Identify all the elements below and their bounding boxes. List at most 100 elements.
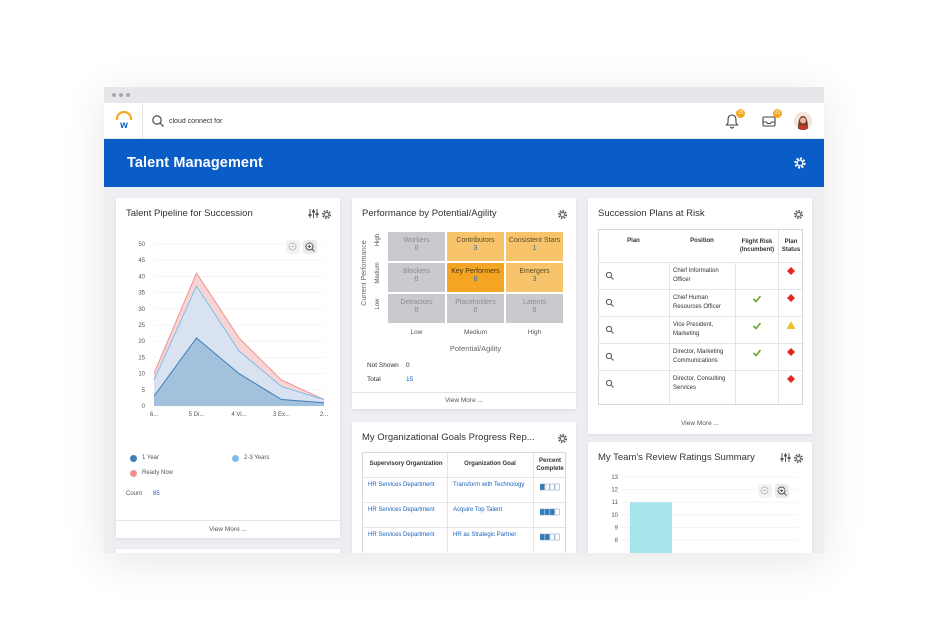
view-more-link[interactable]: View More ... xyxy=(445,397,483,404)
zoom-out-icon xyxy=(760,486,769,495)
legend-swatch xyxy=(130,470,137,477)
search-bar xyxy=(142,103,592,139)
grid-cell-count[interactable]: 0 xyxy=(414,307,419,314)
grid-cell-count[interactable]: 0 xyxy=(473,307,478,314)
table-cell-org[interactable]: HR Services Department xyxy=(368,482,435,488)
table-cell-goal[interactable]: Acquire Top Talent xyxy=(453,507,503,513)
col-label: Medium xyxy=(463,329,488,336)
gear-icon[interactable] xyxy=(793,453,804,464)
progress-bar xyxy=(540,508,560,516)
app-window: w 15 21 xyxy=(104,87,824,553)
zoom-out-button[interactable] xyxy=(758,484,772,498)
grid-cell-count[interactable]: 0 xyxy=(532,307,537,314)
column-divider xyxy=(447,453,448,553)
row-divider xyxy=(363,527,567,528)
grid-cell-count[interactable]: 0 xyxy=(414,276,419,283)
search-icon[interactable] xyxy=(151,114,165,128)
notification-badge: 15 xyxy=(736,109,745,118)
progress-segment xyxy=(554,483,560,491)
grid-cell-count[interactable]: 3 xyxy=(473,245,478,252)
inbox-button[interactable]: 21 xyxy=(760,109,782,130)
search-icon[interactable] xyxy=(605,271,615,281)
total-value[interactable]: 15 xyxy=(406,376,414,383)
grid-cell[interactable]: Key Performers 8 xyxy=(447,263,504,292)
card-title: Performance by Potential/Agility xyxy=(362,208,497,219)
top-bar: w 15 21 xyxy=(104,103,824,139)
search-icon-lens xyxy=(605,352,613,360)
x-tick-label: 3 Ex... xyxy=(273,412,290,418)
progress-segment xyxy=(549,508,555,516)
workday-logo-icon[interactable]: w xyxy=(113,110,135,132)
grid-cell-count[interactable]: 3 xyxy=(532,276,537,283)
search-icon[interactable] xyxy=(605,298,615,308)
search-input[interactable] xyxy=(169,114,469,128)
divider xyxy=(352,392,576,393)
progress-segment xyxy=(554,508,560,516)
table-cell-goal[interactable]: Transform with Technology xyxy=(453,482,525,488)
progress-segment xyxy=(549,483,555,491)
inbox-icon xyxy=(762,116,776,127)
legend-label: 2-3 Years xyxy=(244,455,270,461)
position-cell: Director, Consulting Services xyxy=(673,376,726,391)
card-title: My Team's Review Ratings Summary xyxy=(598,452,755,463)
row-divider xyxy=(599,370,804,371)
y-tick-label: 12 xyxy=(611,488,618,494)
grid-cell-count[interactable]: 8 xyxy=(473,276,478,283)
y-tick-label: 20 xyxy=(138,339,145,345)
grid-cell-label: Key Performers xyxy=(451,268,500,275)
grid-cell[interactable]: Emergers 3 xyxy=(506,263,563,292)
table-cell-org[interactable]: HR Services Department xyxy=(368,507,435,513)
gear-icon[interactable] xyxy=(557,433,568,444)
gear-icon[interactable] xyxy=(557,209,568,220)
succession-card: Succession Plans at Risk Plan Position F… xyxy=(588,198,812,434)
y-tick-label: 10 xyxy=(138,372,145,378)
grid-cell[interactable]: Detractors 0 xyxy=(388,294,445,323)
filter-icon[interactable] xyxy=(780,452,791,463)
grid-cell[interactable]: Workers 0 xyxy=(388,232,445,261)
series-line xyxy=(153,337,325,404)
grid-cell-count[interactable]: 1 xyxy=(532,245,537,252)
grid-cell[interactable]: Latents 0 xyxy=(506,294,563,323)
search-icon[interactable] xyxy=(605,352,615,362)
table-cell-goal[interactable]: HR as Strategic Partner xyxy=(453,532,517,538)
grid-cell[interactable]: Consistent Stars 1 xyxy=(506,232,563,261)
zoom-out-button[interactable] xyxy=(286,240,300,254)
column-header: Percent Complete xyxy=(536,458,564,472)
filter-icon[interactable] xyxy=(308,208,319,219)
position-cell: Vice President, Marketing xyxy=(673,322,714,337)
table-cell-org[interactable]: HR Services Department xyxy=(368,532,435,538)
alert-diamond xyxy=(787,375,795,383)
progress-segment xyxy=(544,483,550,491)
succession-table: Plan Position Flight Risk (Incumbent) Pl… xyxy=(598,229,804,406)
progress-segment xyxy=(540,483,545,491)
grid-cell[interactable]: Contributors 3 xyxy=(447,232,504,261)
search-icon[interactable] xyxy=(605,379,615,389)
grid-cell[interactable]: Placeholders 0 xyxy=(447,294,504,323)
view-more-link[interactable]: View More ... xyxy=(209,526,247,533)
notifications-button[interactable]: 15 xyxy=(723,109,745,130)
window-titlebar xyxy=(104,87,824,103)
y-tick-label: 11 xyxy=(612,500,619,506)
window-dot xyxy=(119,93,123,97)
search-icon-handle xyxy=(610,276,614,280)
search-icon-lens xyxy=(605,325,613,333)
x-tick-label: 5 Di... xyxy=(189,412,205,418)
gear-icon[interactable] xyxy=(793,156,807,170)
gear-icon[interactable] xyxy=(321,209,332,220)
alert-diamond xyxy=(787,267,795,275)
column-header: Plan xyxy=(627,238,640,244)
column-header: Position xyxy=(690,238,714,244)
zoom-in-button[interactable] xyxy=(775,484,789,498)
search-icon-lens xyxy=(605,271,613,279)
view-more-link[interactable]: View More ... xyxy=(681,420,719,427)
count-value[interactable]: 85 xyxy=(153,491,160,497)
gear-icon[interactable] xyxy=(793,209,804,220)
zoom-in-button[interactable] xyxy=(303,240,317,254)
check-mark xyxy=(752,295,762,303)
grid-cell[interactable]: Blockers 0 xyxy=(388,263,445,292)
warning-triangle-icon xyxy=(786,321,796,329)
user-avatar[interactable] xyxy=(794,112,812,130)
column-divider xyxy=(669,262,670,406)
search-icon[interactable] xyxy=(605,325,615,335)
grid-cell-count[interactable]: 0 xyxy=(414,245,419,252)
